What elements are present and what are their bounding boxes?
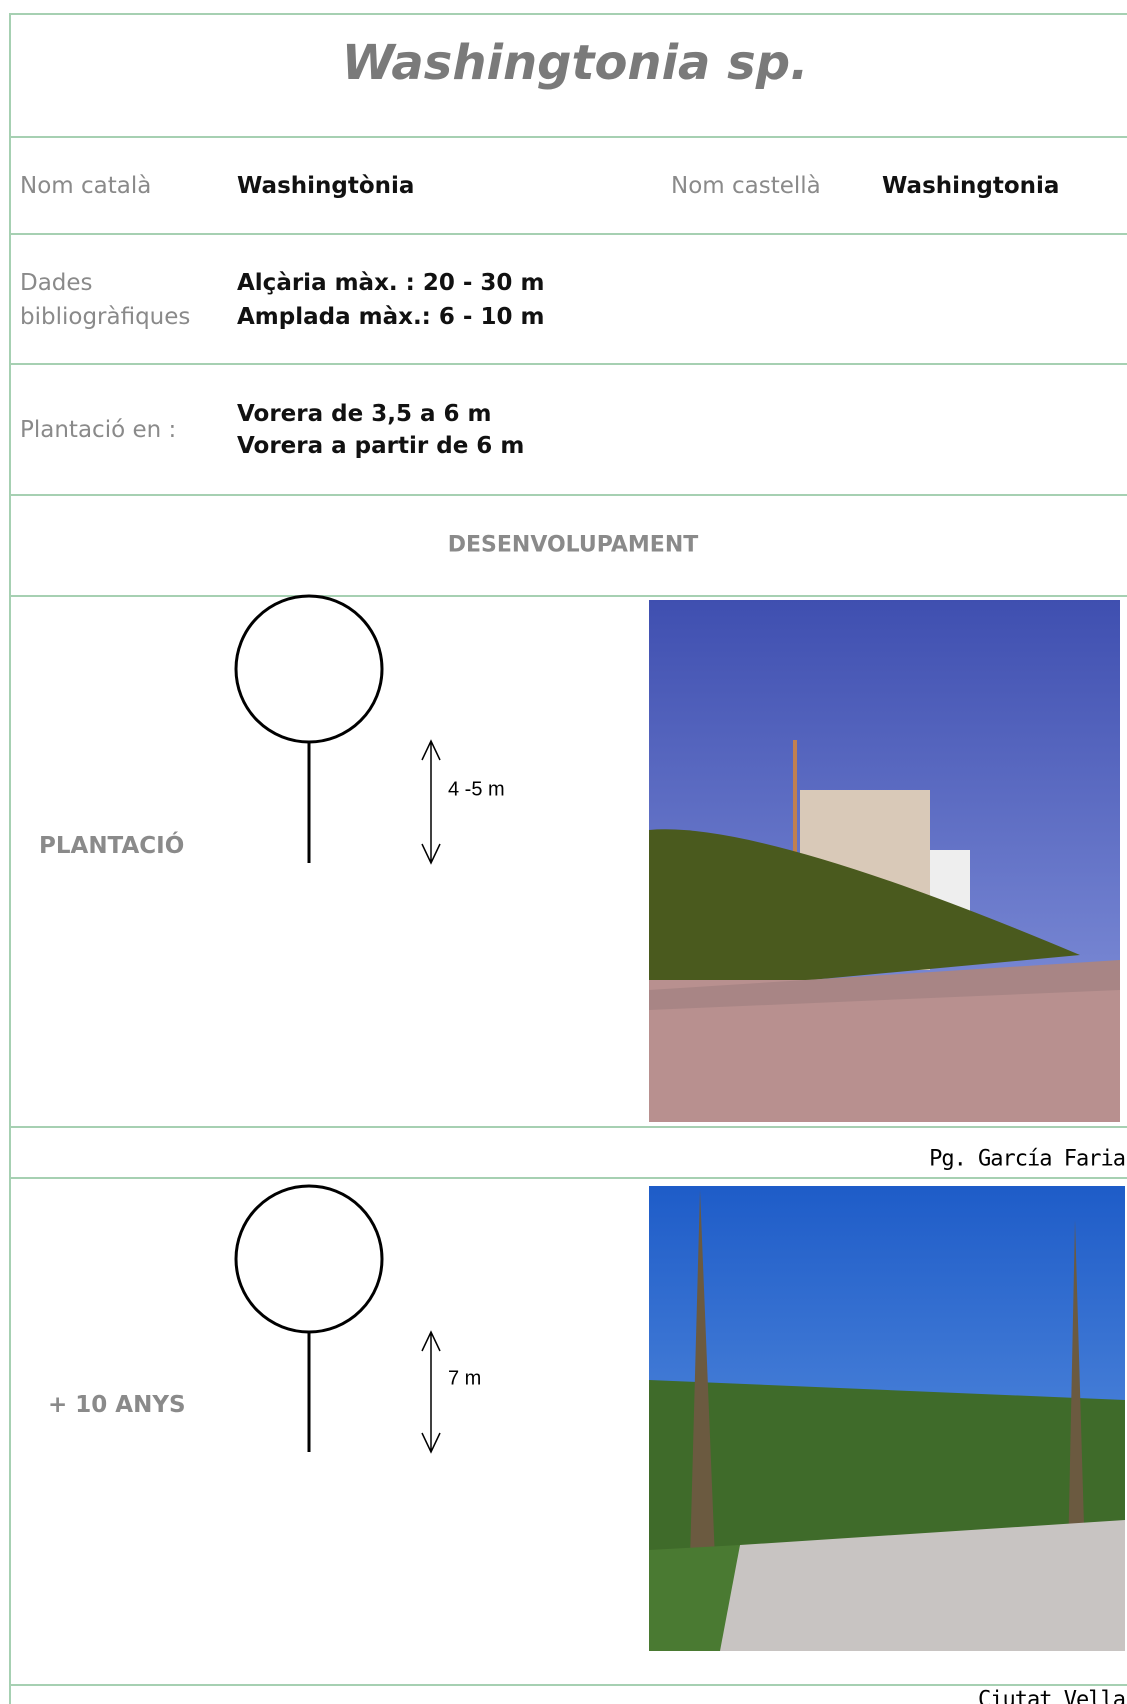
value: Vorera a partir de 6 m — [237, 433, 525, 459]
rule — [9, 595, 1127, 597]
rule — [9, 363, 1127, 365]
section-heading: DESENVOLUPAMENT — [447, 532, 699, 558]
rule — [9, 13, 11, 1704]
rule — [9, 1684, 1127, 1686]
photo — [649, 600, 1120, 1122]
rule — [9, 1177, 1127, 1179]
label: Plantació en : — [20, 417, 177, 443]
label: Dades — [20, 270, 93, 296]
stage-label: PLANTACIÓ — [39, 833, 185, 859]
caption: Pg. García Faria — [929, 1146, 1126, 1172]
photo — [649, 1186, 1125, 1651]
height-arrow — [421, 739, 441, 1454]
tree-diagram — [234, 594, 384, 1452]
label: Nom castellà — [671, 173, 821, 199]
value: Alçària màx. : 20 - 30 m — [237, 270, 545, 296]
value: Washingtònia — [237, 173, 415, 199]
stage-label: + 10 ANYS — [48, 1392, 186, 1418]
rule — [9, 1126, 1127, 1128]
value: Vorera de 3,5 a 6 m — [237, 401, 492, 427]
title: Washingtonia sp. — [341, 35, 809, 91]
height-label: 7 m — [448, 1367, 482, 1390]
label: bibliogràfiques — [20, 304, 191, 330]
caption: Ciutat Vella — [978, 1687, 1126, 1704]
rule — [9, 13, 1127, 15]
height-label: 4 -5 m — [448, 778, 505, 801]
value: Amplada màx.: 6 - 10 m — [237, 304, 545, 330]
rule — [9, 136, 1127, 138]
label: Nom català — [20, 173, 152, 199]
rule — [9, 494, 1127, 496]
value: Washingtonia — [882, 173, 1060, 199]
rule — [9, 233, 1127, 235]
